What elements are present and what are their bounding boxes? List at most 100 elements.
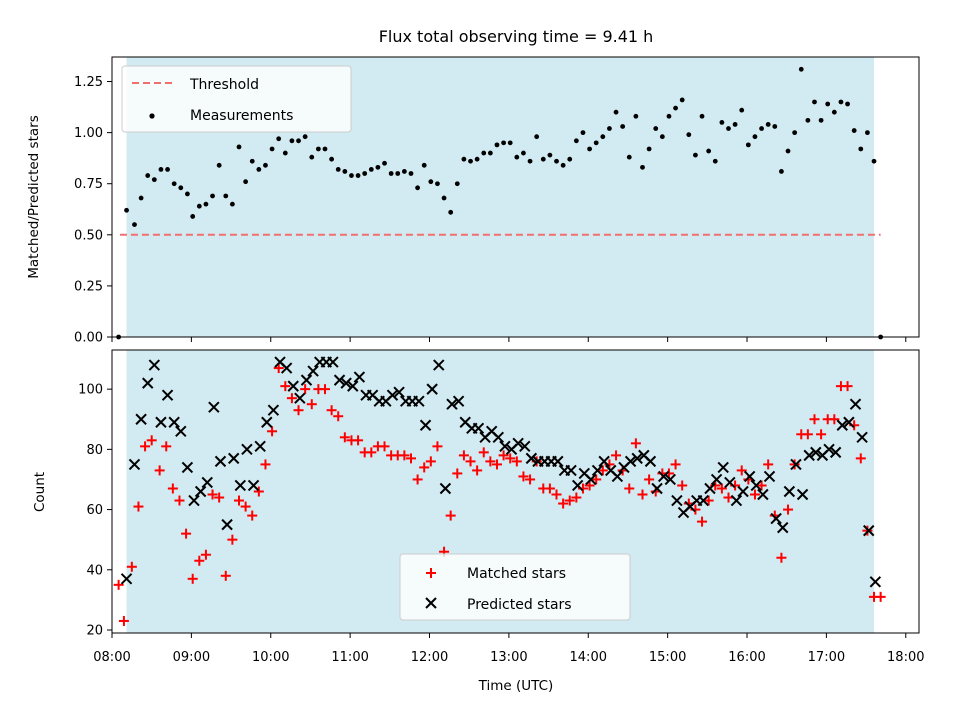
predicted-star-point: [717, 461, 729, 474]
matched-star-point: [571, 492, 582, 503]
measurement-point: [395, 171, 401, 176]
predicted-star-point: [512, 437, 524, 450]
matched-star-point: [445, 510, 456, 521]
predicted-star-point: [856, 431, 868, 444]
predicted-star-point: [657, 470, 670, 483]
matched-star-point: [419, 462, 430, 473]
measurement-point: [514, 154, 520, 160]
y-tick-label: 0.50: [74, 228, 103, 243]
bottom-legend: Matched stars Predicted stars: [399, 553, 631, 621]
measurement-point: [785, 148, 791, 154]
predicted-star-point: [181, 461, 194, 474]
measurement-point: [745, 142, 751, 148]
measurement-point: [825, 101, 831, 107]
measurement-point: [494, 142, 500, 148]
measurement-point: [560, 162, 566, 168]
matched-star-point: [339, 432, 350, 443]
measurement-point: [375, 164, 381, 170]
predicted-star-point: [168, 416, 180, 428]
x-tick-label: 14:00: [570, 650, 607, 665]
matched-star-point: [611, 450, 622, 461]
predicted-star-point: [294, 392, 306, 404]
measurement-point: [759, 126, 764, 131]
predicted-star-point: [737, 485, 749, 498]
predicted-star-point: [452, 395, 465, 407]
measurement-point: [256, 167, 262, 172]
predicted-star-point: [128, 458, 141, 471]
matched-star-point: [875, 591, 886, 602]
bottom-y-axis: 20 40 60 80 100: [78, 383, 112, 638]
matched-star-point: [353, 435, 364, 446]
matched-star-point: [564, 495, 575, 506]
measurement-point: [719, 120, 725, 125]
measurement-point: [772, 124, 778, 129]
matched-star-point: [644, 474, 655, 485]
measurement-point: [165, 167, 170, 172]
measurement-point: [640, 164, 645, 170]
matched-star-point: [174, 495, 185, 506]
predicted-star-point: [241, 443, 253, 456]
measurement-point: [858, 146, 864, 152]
predicted-star-point: [446, 398, 458, 410]
matched-star-point: [697, 516, 708, 527]
measurement-point: [203, 201, 209, 207]
predicted-star-point: [697, 494, 710, 507]
predicted-star-point: [208, 401, 220, 413]
predicted-star-point: [810, 446, 822, 459]
measurement-point: [481, 150, 487, 156]
measurement-point: [851, 128, 857, 133]
measurement-point: [151, 177, 157, 183]
predicted-star-point: [869, 576, 882, 588]
predicted-star-point: [552, 455, 564, 468]
matched-star-point: [267, 426, 278, 437]
matched-star-point: [140, 441, 151, 452]
measurement-point: [600, 134, 606, 140]
measurement-point: [580, 130, 586, 136]
matched-star-point: [736, 465, 747, 476]
matched-star-point: [113, 579, 124, 590]
matched-star-point: [399, 450, 410, 461]
matched-star-point: [253, 486, 264, 497]
predicted-star-point: [214, 455, 227, 468]
measurement-point: [593, 140, 599, 146]
legend-measurements-swatch: [149, 113, 155, 119]
measurement-point: [196, 203, 202, 209]
predicted-star-point: [499, 440, 511, 453]
matched-star-point: [412, 474, 423, 485]
predicted-star-point: [710, 473, 723, 486]
predicted-star-point: [333, 374, 346, 386]
measurement-point: [567, 156, 573, 162]
predicted-star-point: [426, 383, 438, 395]
matched-star-point: [551, 489, 562, 500]
predicted-stars-series: [120, 356, 882, 588]
matched-star-point: [511, 456, 522, 467]
matched-star-point: [558, 498, 569, 509]
matched-star-point: [286, 393, 297, 404]
measurement-point: [329, 156, 335, 162]
matched-star-point: [458, 450, 469, 461]
matched-star-point: [716, 483, 727, 494]
matched-star-point: [405, 453, 416, 464]
predicted-star-point: [611, 470, 624, 483]
measurement-point: [145, 173, 151, 178]
predicted-star-point: [347, 380, 359, 392]
measurement-point: [223, 193, 229, 199]
measurement-point: [666, 113, 672, 119]
matched-star-point: [326, 405, 337, 416]
matched-star-point: [146, 435, 157, 446]
matched-star-point: [260, 459, 271, 470]
matched-star-point: [842, 381, 853, 392]
predicted-star-point: [433, 359, 445, 371]
predicted-star-point: [148, 359, 161, 371]
predicted-star-point: [796, 488, 809, 501]
predicted-star-point: [287, 380, 299, 392]
matched-star-point: [227, 534, 238, 545]
predicted-star-point: [565, 464, 577, 477]
bottom-y-axis-label: Count: [32, 472, 48, 512]
predicted-star-point: [843, 416, 855, 428]
matched-star-point: [591, 474, 602, 485]
measurement-point: [315, 146, 321, 152]
x-tick-label: 15:00: [649, 650, 686, 665]
